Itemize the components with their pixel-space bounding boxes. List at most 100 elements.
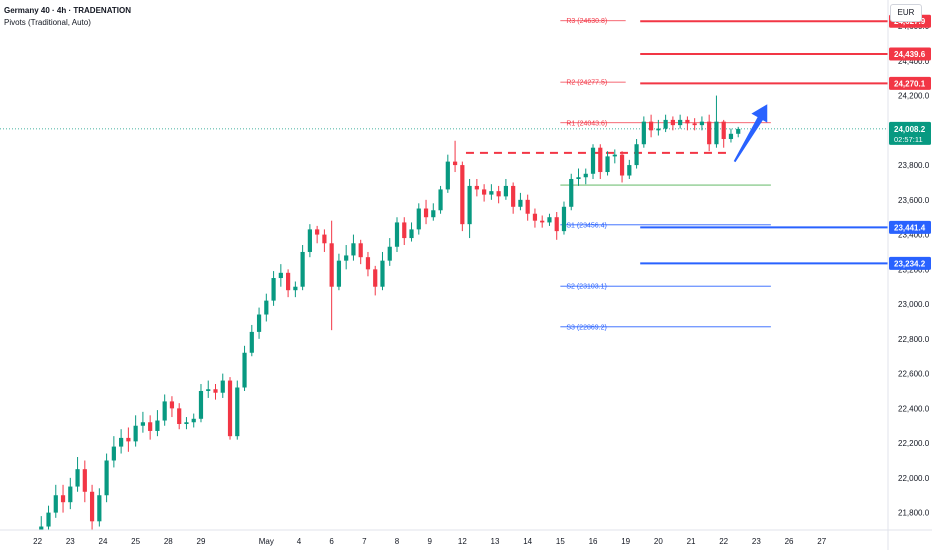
pivot-label: R2 (24277.5)	[566, 80, 607, 87]
candle	[220, 373, 225, 398]
candle-body	[329, 243, 334, 287]
candle-body	[423, 208, 429, 218]
candle	[82, 460, 87, 503]
candle-body	[634, 144, 639, 166]
candle-body	[177, 408, 182, 424]
candle	[177, 403, 182, 430]
candle	[699, 116, 705, 131]
candle-body	[489, 191, 494, 195]
candle	[540, 215, 545, 228]
candle-body	[162, 401, 167, 421]
pivot-label: R3 (24630.8)	[566, 18, 607, 25]
candle-body	[198, 390, 204, 419]
candle	[496, 185, 501, 204]
candle	[315, 225, 320, 244]
candle-body	[438, 189, 443, 211]
time-tick-label: 24	[99, 537, 108, 546]
candle	[307, 224, 312, 258]
candle	[474, 178, 479, 197]
candle	[60, 484, 66, 513]
candle-body	[641, 121, 646, 145]
candle-body	[692, 123, 697, 126]
candle-body	[736, 128, 741, 134]
candle-body	[249, 331, 254, 353]
candle-body	[68, 486, 73, 503]
price-tick-label: 23,400.0	[898, 231, 930, 240]
candle-body	[678, 119, 683, 126]
candle-body	[140, 422, 145, 426]
pivot-label: S1 (23456.4)	[566, 222, 606, 229]
candle-body	[387, 246, 392, 261]
candle-body	[402, 222, 407, 239]
candle	[452, 140, 458, 173]
time-tick-label: 21	[687, 537, 696, 546]
candle-body	[307, 229, 312, 252]
candle	[111, 436, 116, 468]
candle	[482, 184, 487, 202]
candle	[227, 377, 233, 440]
time-tick-label: May	[259, 537, 274, 546]
last-price-value: 24,008.2	[894, 125, 926, 134]
level-price-tag: 23,234.2	[889, 256, 931, 270]
time-tick-label: 8	[395, 537, 400, 546]
chart-title: Germany 40 · 4h · TRADENATION	[4, 6, 131, 15]
time-tick-label: 22	[719, 537, 728, 546]
candle	[184, 417, 189, 430]
price-tick-label: 22,600.0	[898, 370, 930, 379]
candle	[721, 119, 726, 148]
time-tick-label: 12	[458, 537, 467, 546]
candle-body	[728, 133, 734, 140]
candle	[75, 457, 80, 492]
candle	[518, 192, 523, 211]
currency-button[interactable]: EUR	[890, 4, 922, 22]
time-tick-label: 25	[131, 537, 140, 546]
time-tick-label: 19	[621, 537, 630, 546]
candle	[133, 415, 138, 447]
indicator-label[interactable]: Pivots (Traditional, Auto)	[4, 18, 91, 27]
candle	[612, 149, 617, 164]
candle-body	[496, 191, 501, 197]
time-tick-label: 9	[427, 537, 432, 546]
price-tick-label: 22,200.0	[898, 439, 930, 448]
candle	[511, 182, 516, 214]
candle	[264, 293, 269, 322]
price-tick-label: 22,800.0	[898, 335, 930, 344]
candle	[569, 173, 574, 211]
candle	[140, 411, 145, 433]
candle	[503, 178, 508, 200]
pivot-label: R1 (24043.6)	[566, 120, 607, 127]
candle-body	[315, 229, 320, 235]
candle	[286, 269, 291, 298]
candle-body	[336, 260, 342, 287]
price-tick-label: 22,400.0	[898, 404, 930, 413]
candle	[39, 516, 44, 530]
candle-body	[60, 495, 66, 503]
candle-body	[670, 119, 675, 126]
candle	[525, 194, 530, 221]
candle-body	[184, 422, 189, 424]
candle	[235, 380, 240, 440]
candle-body	[554, 217, 559, 232]
candle	[300, 245, 305, 291]
candle-body	[511, 185, 516, 207]
candle	[249, 324, 254, 357]
candle	[336, 253, 342, 291]
candle	[663, 114, 668, 133]
candle	[126, 427, 131, 452]
candle-body	[714, 121, 719, 145]
price-tick-label: 23,000.0	[898, 300, 930, 309]
candle-body	[89, 491, 95, 522]
price-tick-label: 22,000.0	[898, 474, 930, 483]
candle	[714, 95, 719, 148]
candle	[358, 239, 363, 265]
candle	[155, 410, 160, 437]
candle-body	[583, 173, 588, 178]
candle	[351, 234, 356, 261]
candle-body	[525, 199, 530, 214]
candle	[590, 144, 596, 179]
candle-body	[213, 389, 218, 393]
candle-body	[598, 147, 603, 173]
last-price-tag: 24,008.202:57:11	[889, 121, 931, 145]
candle	[97, 488, 102, 527]
